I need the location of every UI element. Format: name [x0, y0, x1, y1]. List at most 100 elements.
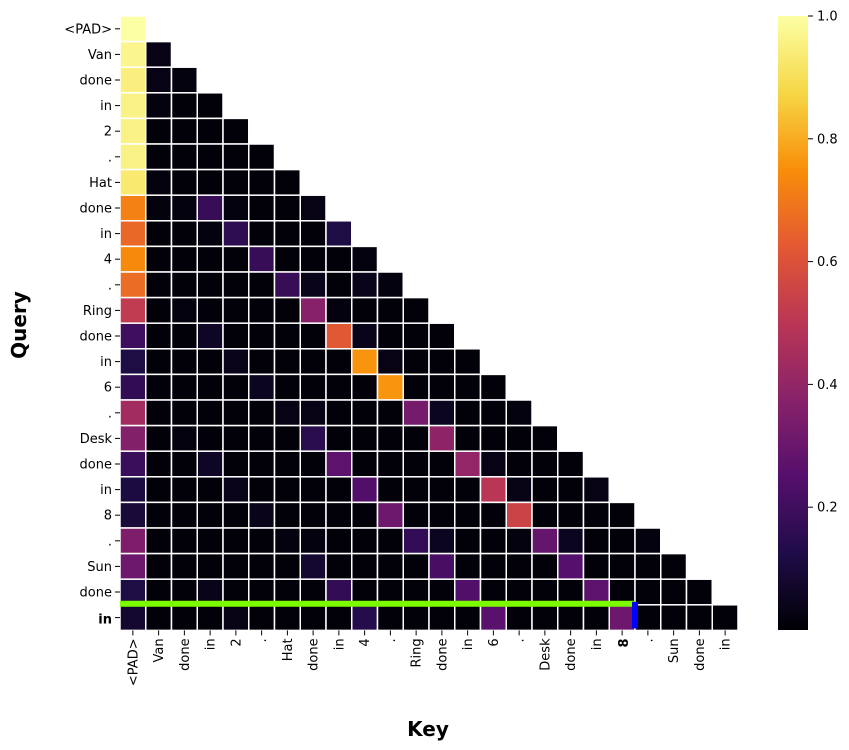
heatmap-cell — [479, 527, 507, 555]
heatmap-cell — [145, 194, 173, 222]
heatmap-cell — [325, 373, 353, 401]
y-tick-label: in — [100, 355, 112, 370]
heatmap-cell — [402, 527, 430, 555]
heatmap-cell — [119, 117, 147, 145]
heatmap-cell — [325, 271, 353, 299]
x-tick-label: done — [564, 638, 579, 670]
y-tick-label: 6 — [104, 381, 112, 396]
heatmap-cell — [196, 552, 224, 580]
heatmap-cell — [376, 476, 404, 504]
heatmap-cell — [248, 194, 276, 222]
heatmap-cell — [376, 399, 404, 427]
heatmap-cell — [145, 40, 173, 68]
colorbar-tick-label: 0.8 — [817, 132, 838, 147]
heatmap-cell — [196, 399, 224, 427]
heatmap-cell — [248, 245, 276, 273]
heatmap-cell — [351, 245, 379, 273]
heatmap-cell — [531, 476, 559, 504]
heatmap-cell — [531, 552, 559, 580]
heatmap-cell — [325, 527, 353, 555]
heatmap-cell — [170, 348, 198, 376]
heatmap-cell — [505, 578, 533, 606]
heatmap-cell — [325, 348, 353, 376]
heatmap-cell — [454, 424, 482, 452]
heatmap-cell — [582, 501, 610, 529]
heatmap-cell — [119, 450, 147, 478]
heatmap-cell — [273, 271, 301, 299]
heatmap-cell — [170, 168, 198, 196]
x-tick-label: Hat — [281, 638, 296, 661]
heatmap-cell — [351, 578, 379, 606]
heatmap-cell — [196, 604, 224, 632]
heatmap-cell — [660, 552, 688, 580]
heatmap-cell — [222, 450, 250, 478]
heatmap-cell — [454, 604, 482, 632]
heatmap-cell — [454, 476, 482, 504]
x-tick-label: 8 — [617, 638, 632, 647]
heatmap-cell — [711, 604, 739, 632]
heatmap-cell — [170, 117, 198, 145]
heatmap-cell — [376, 296, 404, 324]
heatmap-cell — [119, 322, 147, 350]
y-tick-label: in — [100, 483, 112, 498]
heatmap-cell — [222, 373, 250, 401]
heatmap-cell — [273, 527, 301, 555]
heatmap-cell — [170, 450, 198, 478]
heatmap-cell — [273, 501, 301, 529]
heatmap-cell — [685, 604, 713, 632]
heatmap-cell — [248, 348, 276, 376]
heatmap-cell — [376, 322, 404, 350]
x-tick-label: Van — [152, 638, 167, 662]
heatmap-cell — [119, 92, 147, 120]
heatmap-cell — [634, 527, 662, 555]
heatmap-cell — [660, 578, 688, 606]
x-tick-label: . — [255, 638, 270, 642]
heatmap-cell — [273, 194, 301, 222]
heatmap-cell — [376, 527, 404, 555]
y-tick-label: in — [98, 613, 112, 628]
heatmap-cell — [145, 476, 173, 504]
heatmap-cell — [222, 271, 250, 299]
heatmap-cell — [454, 450, 482, 478]
heatmap-cell — [273, 296, 301, 324]
heatmap-cell — [248, 552, 276, 580]
heatmap-cell — [402, 348, 430, 376]
heatmap-cell — [351, 424, 379, 452]
heatmap-cell — [170, 399, 198, 427]
heatmap-cell — [402, 296, 430, 324]
heatmap-cell — [170, 604, 198, 632]
heatmap-cell — [145, 271, 173, 299]
heatmap-cell — [428, 373, 456, 401]
y-tick-label: 8 — [104, 509, 112, 524]
heatmap-cell — [325, 476, 353, 504]
heatmap-cell — [145, 450, 173, 478]
heatmap-cell — [273, 245, 301, 273]
heatmap-cell — [299, 348, 327, 376]
heatmap-cell — [299, 194, 327, 222]
heatmap-cell — [248, 220, 276, 248]
heatmap-cell — [119, 604, 147, 632]
heatmap-cell — [145, 296, 173, 324]
heatmap-cell — [145, 552, 173, 580]
heatmap-cell — [119, 527, 147, 555]
heatmap-cell — [222, 501, 250, 529]
colorbar-tick-label: 0.6 — [817, 255, 838, 270]
x-tick-label: done — [693, 638, 708, 670]
heatmap-cell — [299, 271, 327, 299]
heatmap-cell — [351, 271, 379, 299]
heatmap-cell — [222, 527, 250, 555]
heatmap-cell — [454, 373, 482, 401]
heatmap-cell — [145, 527, 173, 555]
y-tick-label: in — [100, 99, 112, 114]
y-tick-label: . — [108, 150, 112, 165]
heatmap-cell — [119, 220, 147, 248]
heatmap-cell — [454, 527, 482, 555]
heatmap-cell — [196, 168, 224, 196]
heatmap-cell — [170, 271, 198, 299]
heatmap-cell — [222, 552, 250, 580]
heatmap-cell — [222, 143, 250, 171]
y-tick-label: done — [80, 586, 112, 601]
y-tick-label: Desk — [80, 432, 113, 447]
heatmap-cell — [170, 220, 198, 248]
heatmap-cell — [351, 322, 379, 350]
